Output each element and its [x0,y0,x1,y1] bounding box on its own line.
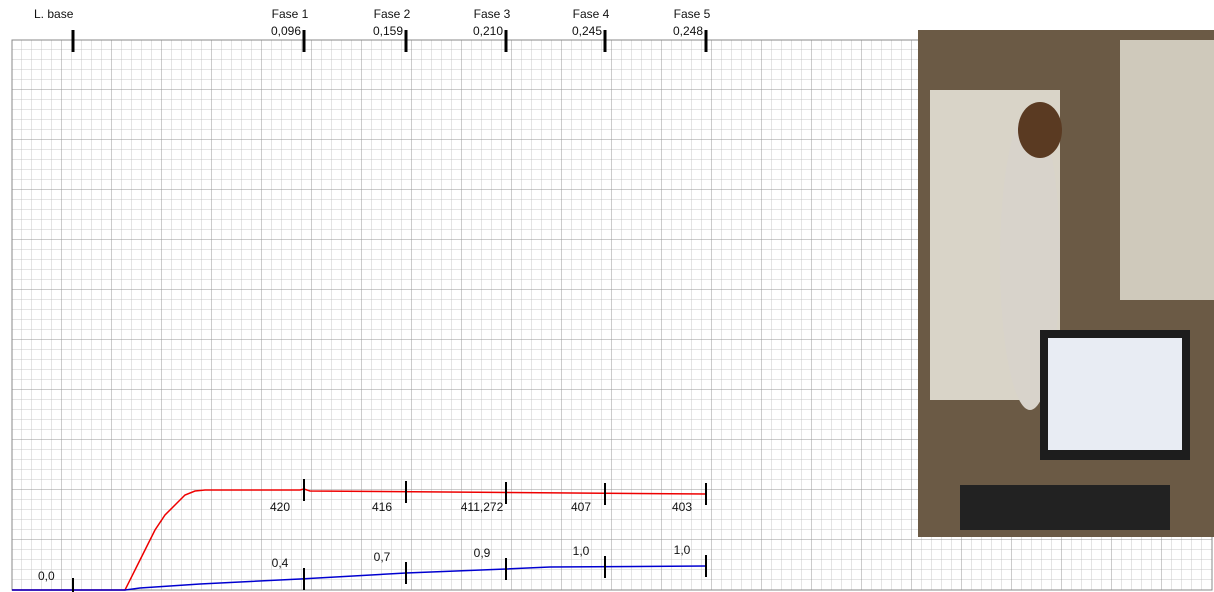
photo-screen [1048,338,1182,450]
photo-head [1018,102,1062,158]
phase-value: 0,248 [673,24,703,38]
phase-value: 0,210 [473,24,503,38]
phase-value: 0,245 [572,24,602,38]
red-label: 403 [672,500,692,514]
blue-start-label: 0,0 [38,569,55,583]
phase-value: 0,096 [271,24,301,38]
baseline-label: L. base [34,7,74,21]
red-label: 407 [571,500,591,514]
photo-keyboard [960,485,1170,530]
red-label: 416 [372,500,392,514]
blue-label: 1,0 [573,544,590,558]
blue-label: 0,4 [272,556,289,570]
blue-label: 0,9 [474,546,491,560]
phase-name: Fase 3 [474,7,511,21]
blue-trace [12,565,707,591]
blue-label: 1,0 [674,543,691,557]
phase-name: Fase 1 [272,7,309,21]
phase-name: Fase 2 [374,7,411,21]
photo [918,30,1214,537]
red-label: 411,272 [461,500,504,514]
red-label: 420 [270,500,290,514]
phase-value: 0,159 [373,24,403,38]
blue-label: 0,7 [374,550,391,564]
phase-name: Fase 4 [573,7,610,21]
photo-window-right [1120,40,1214,300]
phase-name: Fase 5 [674,7,711,21]
